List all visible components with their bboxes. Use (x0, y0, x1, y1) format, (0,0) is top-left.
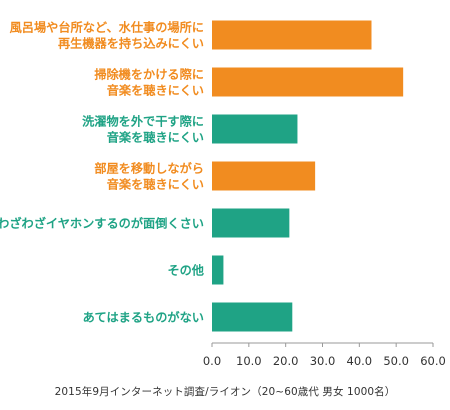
category-label: その他 (167, 263, 204, 278)
x-tick-label: 10.0 (236, 354, 262, 368)
category-label: 部屋を移動しながら音楽を聴きにくい (94, 161, 204, 192)
source-note: 2015年9月インターネット調査/ライオン（20~60歳代 男女 1000名） (54, 386, 396, 398)
bar (212, 255, 224, 285)
x-tick-label: 20.0 (273, 354, 299, 368)
category-label-line: 音楽を聴きにくい (107, 130, 204, 145)
category-label: わざわざイヤホンするのが面倒くさい (0, 216, 204, 231)
category-label: 洗濯物を外で干す際に音楽を聴きにくい (82, 114, 204, 145)
category-label: 風呂場や台所など、水仕事の場所に再生機器を持ち込みにくい (10, 20, 204, 51)
category-label-line: 音楽を聴きにくい (107, 177, 204, 192)
bar-chart: 風呂場や台所など、水仕事の場所に再生機器を持ち込みにくい掃除機をかける際に音楽を… (0, 20, 446, 369)
category-label-line: 洗濯物を外で干す際に (82, 114, 204, 129)
category-label-line: 風呂場や台所など、水仕事の場所に (10, 20, 204, 35)
category-label-line: 音楽を聴きにくい (107, 83, 204, 98)
x-tick-label: 40.0 (347, 354, 373, 368)
category-label-line: あてはまるものがない (83, 310, 204, 325)
category-label: あてはまるものがない (83, 310, 204, 325)
category-label-line: 再生機器を持ち込みにくい (58, 36, 204, 51)
bar (212, 302, 293, 332)
category-label-line: 部屋を移動しながら (94, 161, 204, 176)
x-tick-label: 0.0 (203, 354, 221, 368)
category-label-line: わざわざイヤホンするのが面倒くさい (0, 216, 204, 231)
bar (212, 67, 404, 97)
x-tick-label: 30.0 (310, 354, 336, 368)
bar (212, 20, 372, 50)
bar (212, 208, 290, 238)
category-label-line: その他 (167, 263, 204, 278)
category-label-line: 掃除機をかける際に (94, 67, 204, 82)
x-tick-label: 50.0 (383, 354, 409, 368)
bar (212, 161, 316, 191)
category-label: 掃除機をかける際に音楽を聴きにくい (94, 67, 204, 98)
bar (212, 114, 298, 144)
x-tick-label: 60.0 (420, 354, 446, 368)
